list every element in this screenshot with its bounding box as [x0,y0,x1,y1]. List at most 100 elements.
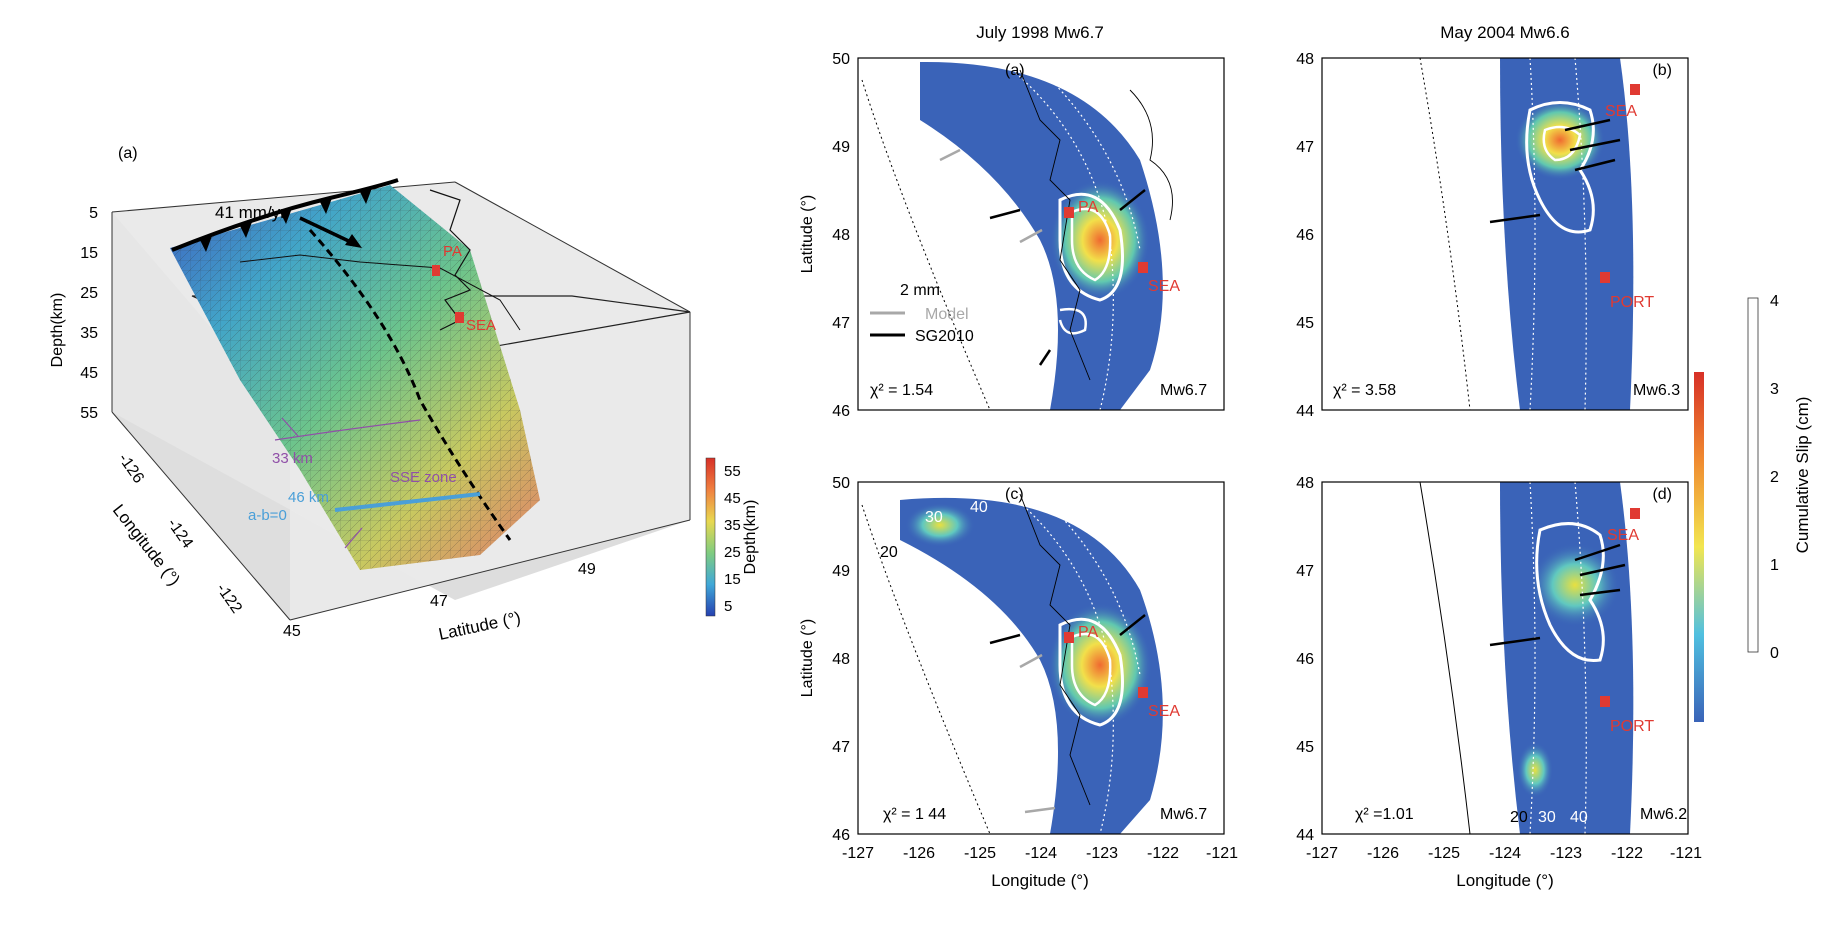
depth-contour-label: 40 [1570,809,1588,826]
chi-square: χ² =1.01 [1355,806,1414,823]
ab0-line [334,492,481,512]
x-tick: -123 [1550,845,1582,862]
depth-contour-label: 20 [1510,809,1528,826]
x-tick: -125 [1428,845,1460,862]
x-tick: -127 [842,845,874,862]
x-ticks-right: -127 -126 -125 -124 -123 -122 -121 [1306,845,1702,862]
coastline [1019,493,1091,806]
column-title-2004: May 2004 Mw6.6 [1440,23,1569,42]
legend-model-label: Model [925,306,969,323]
slip-contour [1058,617,1124,727]
city-label-pa: PA [1078,624,1098,641]
plate-motion-arrow [299,216,356,246]
contour-46-label: 46 km [288,489,329,506]
slip-cb-tick: 3 [1770,381,1779,398]
chi-square: χ² = 1 44 [883,806,946,823]
y-tick: 47 [832,315,850,332]
y-tick: 48 [832,651,850,668]
model-arrows [1019,653,1056,814]
panel-label: (d) [1652,486,1672,503]
y-tick: 49 [832,563,850,580]
lat-axis-label-top: Latitude (°) [799,195,816,273]
magnitude-label: Mw6.7 [1160,806,1207,823]
city-marker-pa [432,265,440,276]
slip-colorbar-frame [1747,297,1759,653]
depth-colorbar [705,457,716,617]
border-line-3d [239,254,521,331]
city-label-port: PORT [1610,718,1654,735]
depth-tick: 15 [80,245,98,262]
x-tick: -126 [903,845,935,862]
x-tick: -122 [1611,845,1643,862]
depth-cb-tick: 25 [724,544,741,561]
panel-label: (b) [1652,62,1672,79]
depth-contour-dotted [1529,58,1536,410]
y-tick: 46 [832,403,850,420]
depth-tick: 45 [80,365,98,382]
slip-cb-tick: 0 [1770,645,1779,662]
lat-ticks-3d: 45 47 49 [283,561,596,640]
slip-cb-tick: 2 [1770,469,1779,486]
panel-3d-label: (a) [118,145,138,162]
city-label-pa: PA [443,243,462,260]
panel-frame [1321,481,1689,835]
panel-3d: (a) 41 mm/yr [49,145,759,644]
x-tick: -123 [1086,845,1118,862]
slip-region [920,61,1163,410]
y-tick: 46 [1296,227,1314,244]
y-tick: 47 [832,739,850,756]
y-ticks-top-left: 50 49 48 47 46 [832,51,850,420]
trench-dotted [1419,58,1471,410]
column-title-1998: July 1998 Mw6.7 [976,23,1104,42]
legend-obs-label: SG2010 [915,328,974,345]
x-tick: -121 [1206,845,1238,862]
depth-contour-label: 20 [880,544,898,561]
trench-dotted [861,79,991,410]
y-tick: 46 [832,827,850,844]
x-tick: -124 [1025,845,1057,862]
y-ticks-bottom-right: 48 47 46 45 44 [1296,475,1314,844]
depth-ticks: 5 15 25 35 45 55 [80,205,98,422]
y-tick: 46 [1296,651,1314,668]
lon-tick: -124 [164,516,196,552]
contour-33-label: 33 km [272,450,313,467]
depth-tick: 35 [80,325,98,342]
slip-hotspot [1515,100,1605,180]
slip-contour [1058,192,1124,302]
slip-region [900,497,1163,834]
slip-colorbar-overlay [1694,372,1704,722]
panel-frame [857,57,1225,411]
depth-tick: 25 [80,285,98,302]
magnitude-label: Mw6.2 [1640,806,1687,823]
depth-contour-dotted [1029,485,1141,676]
city-label-sea: SEA [1605,103,1637,120]
city-marker-pa [1064,632,1074,643]
x-ticks-left: -127 -126 -125 -124 -123 -122 -121 [842,845,1238,862]
slip-hotspot [905,503,975,547]
depth-cb-tick: 55 [724,463,741,480]
lon-axis-label-left: Longitude (°) [991,871,1089,890]
y-tick: 45 [1296,739,1314,756]
x-tick: -121 [1670,845,1702,862]
x-tick: -124 [1489,845,1521,862]
panel-frame [1321,57,1689,411]
y-tick: 44 [1296,403,1314,420]
contour-50-pointer [344,527,363,549]
lon-axis-label-3d: Longitude (°) [109,501,184,590]
depth-axis-label: Depth(km) [49,293,66,368]
slip-contour [1542,125,1582,162]
lat-axis-label-3d: Latitude (°) [437,608,522,644]
y-ticks-bottom-left: 50 49 48 47 46 [832,475,850,844]
y-tick: 50 [832,475,850,492]
slip-colorbar-ticks: 4 3 2 1 0 [1770,293,1779,662]
slip-hotspot [1530,543,1620,627]
observed-arrows [1489,543,1626,647]
coastline [1129,89,1173,221]
depth-colorbar-ticks: 55 45 35 25 15 5 [724,463,741,615]
depth-cb-tick: 35 [724,517,741,534]
x-tick: -122 [1147,845,1179,862]
city-marker-sea [1138,262,1148,273]
legend-scale-label: 2 mm [900,282,940,299]
city-marker-sea [455,312,464,323]
map-panel-c: PA SEA 30 40 20 (c) χ² = 1 44 Mw6.7 [857,481,1225,835]
